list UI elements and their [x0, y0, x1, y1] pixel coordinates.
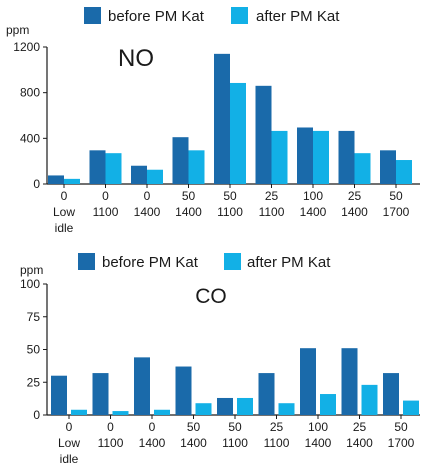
x-tick-label: 1100 — [264, 436, 290, 450]
x-tick-label: 0 — [61, 189, 68, 203]
bar-before — [300, 348, 316, 415]
x-tick-label: 0 — [102, 189, 109, 203]
legend-swatch-before — [78, 253, 95, 270]
x-tick-label: 50 — [223, 189, 237, 203]
x-tick-label: 25 — [348, 189, 362, 203]
chart-title: CO — [195, 285, 227, 308]
x-tick-label: 50 — [182, 189, 196, 203]
bar-before — [89, 150, 106, 184]
chart-no: before PM Kat after PM Kat ppm NO 0 400 800 120… — [6, 7, 420, 235]
bar-after — [396, 160, 412, 184]
y-tick-label: 400 — [20, 131, 40, 145]
legend-swatch-after — [224, 253, 241, 270]
x-tick-label: 100 — [308, 420, 328, 434]
legend-label-after: after PM Kat — [256, 8, 340, 25]
x-tick-label: 0 — [149, 420, 156, 434]
bar-before — [131, 165, 147, 184]
bar-after — [313, 130, 329, 184]
bar-before — [258, 373, 275, 415]
legend-label-after: after PM Kat — [247, 254, 331, 271]
bar-before — [341, 348, 358, 415]
bar-after — [195, 403, 212, 415]
x-tick-label: 50 — [394, 420, 408, 434]
x-tick-label: 1700 — [383, 205, 410, 219]
x-tick-label: idle — [55, 221, 74, 235]
x-tick-label: 0 — [66, 420, 73, 434]
x-tick-label: 1400 — [139, 436, 166, 450]
x-tick-label: 25 — [270, 420, 284, 434]
x-tick-label: 1400 — [134, 205, 161, 219]
y-axis-label: ppm — [20, 263, 43, 277]
x-tick-label: 1400 — [175, 205, 202, 219]
bar-before — [48, 175, 64, 184]
y-tick-label: 1200 — [13, 40, 40, 54]
x-tick-label: 1400 — [305, 436, 332, 450]
x-tick-label: 1100 — [98, 436, 124, 450]
x-tick-label: 25 — [265, 189, 279, 203]
bar-before — [175, 366, 192, 415]
bar-after — [230, 82, 246, 184]
x-tick-label: Low — [58, 436, 80, 450]
x-tick-label: 1700 — [388, 436, 415, 450]
x-tick-label: 1100 — [259, 205, 285, 219]
chart-title: NO — [118, 45, 154, 72]
y-tick-label: 0 — [33, 408, 40, 422]
bar-after — [105, 153, 122, 184]
x-tick-label: Low — [53, 205, 75, 219]
legend-label-before: before PM Kat — [108, 8, 205, 25]
bar-before — [134, 357, 150, 415]
y-tick-label: 25 — [27, 375, 41, 389]
bar-after — [354, 153, 371, 184]
bar-before — [51, 375, 67, 415]
bar-after — [64, 178, 80, 184]
bar-after — [271, 130, 288, 184]
x-tick-label: 1400 — [346, 436, 373, 450]
bar-before — [214, 53, 230, 184]
bar-after — [237, 397, 253, 415]
bar-before — [217, 397, 233, 415]
bar-after — [278, 403, 295, 415]
y-tick-label: 0 — [33, 177, 40, 191]
x-tick-label: 1100 — [93, 205, 119, 219]
x-tick-label: 50 — [187, 420, 201, 434]
x-tick-label: 1400 — [180, 436, 207, 450]
bar-before — [172, 137, 189, 184]
bar-after — [147, 169, 163, 184]
x-tick-label: 1400 — [341, 205, 368, 219]
x-tick-label: idle — [60, 452, 79, 466]
chart-co: before PM Kat after PM Kat ppm CO 0 25 50 75 100… — [20, 253, 420, 466]
x-tick-label: 0 — [107, 420, 114, 434]
y-tick-label: 75 — [27, 310, 41, 324]
x-tick-label: 25 — [353, 420, 367, 434]
legend-swatch-after — [231, 7, 248, 24]
x-tick-label: 50 — [389, 189, 403, 203]
bar-after — [403, 400, 419, 415]
bar-after — [154, 409, 170, 415]
x-tick-label: 1400 — [300, 205, 327, 219]
legend-label-before: before PM Kat — [102, 254, 199, 271]
bar-after — [361, 384, 378, 415]
y-tick-label: 100 — [20, 277, 40, 291]
bar-before — [383, 373, 399, 415]
bar-before — [92, 373, 109, 415]
y-axis-label: ppm — [6, 23, 29, 37]
y-tick-label: 800 — [20, 86, 40, 100]
x-tick-label: 100 — [303, 189, 323, 203]
bar-after — [71, 409, 87, 415]
bar-before — [338, 130, 355, 184]
x-tick-label: 0 — [144, 189, 151, 203]
bar-after — [320, 394, 336, 415]
bar-after — [188, 150, 205, 184]
bar-before — [255, 85, 272, 184]
x-tick-label: 1100 — [217, 205, 243, 219]
x-tick-label: 50 — [228, 420, 242, 434]
bar-before — [297, 127, 313, 184]
bar-before — [380, 150, 396, 184]
x-tick-label: 1100 — [222, 436, 248, 450]
legend-swatch-before — [84, 7, 101, 24]
y-tick-label: 50 — [27, 343, 41, 357]
bar-after — [112, 411, 129, 415]
